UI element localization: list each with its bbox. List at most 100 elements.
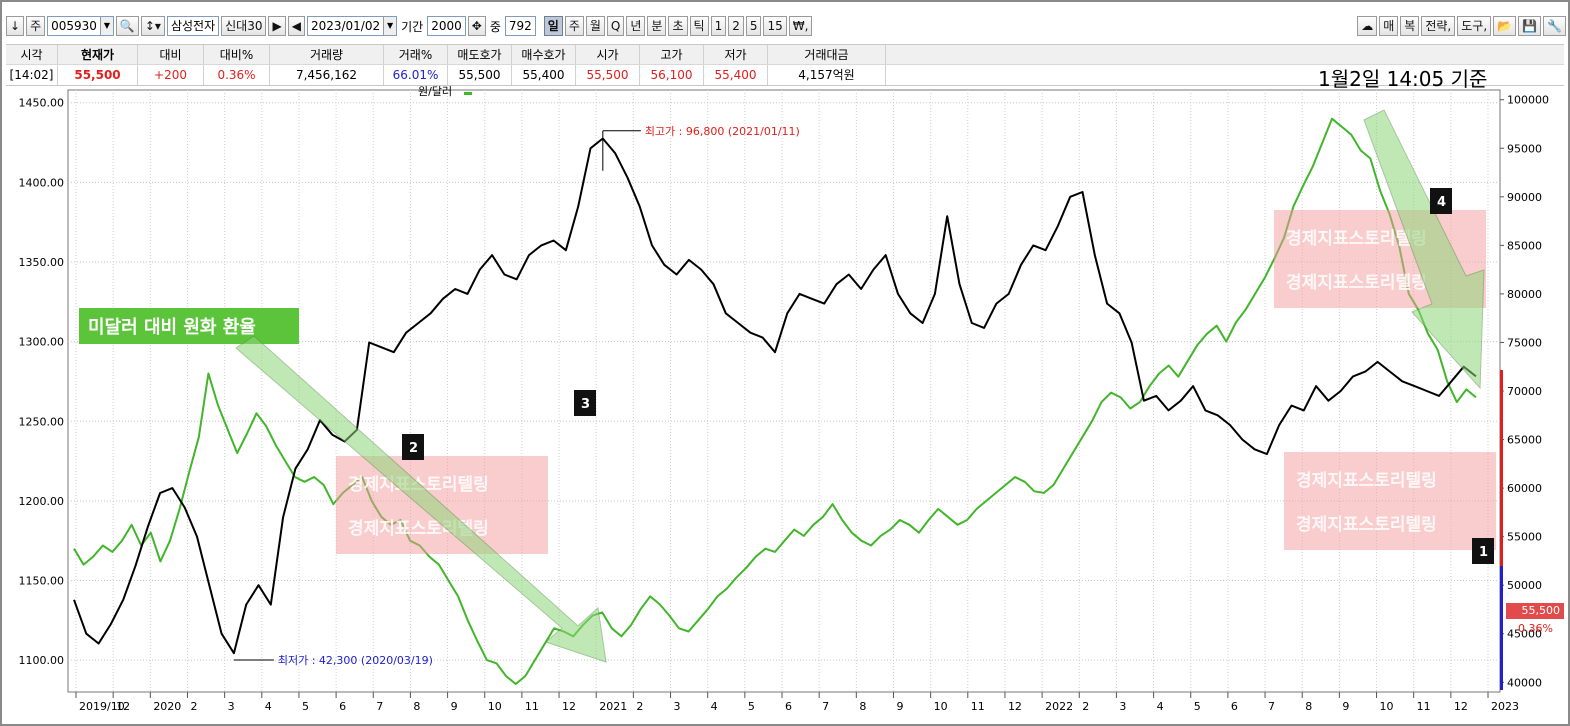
x-tick-36: 11 (1417, 700, 1431, 713)
chevron-down-icon[interactable]: ▼ (383, 17, 397, 35)
timeframe-8[interactable]: 1 (710, 16, 727, 36)
right-red-bar (1500, 370, 1503, 566)
timeframe-6[interactable]: 초 (668, 16, 688, 36)
search-icon[interactable]: 🔍 (115, 16, 139, 36)
quote-header-11: 거래대금 (768, 45, 886, 64)
timeframe-0[interactable]: 일 (543, 16, 563, 36)
high-price-label: 최고가 : 96,800 (2021/01/11) (645, 125, 800, 138)
quote-header-10: 저가 (704, 45, 768, 64)
quote-table: 시각 현재가 대비 대비% 거래량 거래% 매도호가 매수호가 시가 고가 저가 거래대금 [14:0… (6, 44, 1564, 86)
period-input-text: 2000 (431, 19, 462, 33)
credit-badge[interactable]: 신대30 (221, 16, 267, 36)
quote-value-1: 55,500 (58, 65, 138, 85)
stock-type-button[interactable]: 주 (26, 16, 46, 36)
quote-header-5: 거래% (384, 45, 448, 64)
x-tick-34: 9 (1342, 700, 1349, 713)
timeframe-3[interactable]: Q (606, 16, 625, 36)
x-tick-23: 10 (934, 700, 948, 713)
price-chart[interactable]: 1450.00 1400.00 1350.00 1300.00 1250.00 1200.… (6, 86, 1566, 722)
timeframe-5[interactable]: 분 (647, 16, 667, 36)
stock-name-field-text: 삼성전자 (170, 19, 216, 33)
back-button[interactable]: ◀ (287, 16, 305, 36)
x-tick-7: 6 (339, 700, 346, 713)
legend-swatch (464, 92, 472, 95)
quote-value-3: 0.36% (204, 65, 270, 85)
weight-input[interactable]: 792 (504, 16, 536, 36)
timeframe-9[interactable]: 2 (728, 16, 744, 36)
x-tick-0: 2019/10 (79, 700, 125, 713)
left-tick-4: 1250.00 (19, 415, 65, 428)
x-tick-27: 2 (1082, 700, 1089, 713)
x-tick-38: 2023 (1491, 700, 1519, 713)
chevron-down-icon[interactable]: ▼ (99, 17, 113, 35)
chart-area[interactable]: 1450.00 1400.00 1350.00 1300.00 1250.00 1200.… (6, 86, 1566, 722)
timeframe-7[interactable]: 틱 (689, 16, 709, 36)
timeframe-4[interactable]: 년 (626, 16, 646, 36)
right-tick-2: 90000 (1507, 191, 1542, 204)
timeframe-11[interactable]: 15 (763, 16, 787, 36)
timeframe-12[interactable]: ₩, (788, 16, 813, 36)
x-tick-32: 7 (1268, 700, 1275, 713)
folder-icon[interactable]: 📂 (1493, 16, 1517, 36)
arrow-down-1 (235, 335, 607, 663)
strategy-button[interactable]: 전략, (1421, 16, 1456, 36)
cloud-icon[interactable]: ☁ (1357, 16, 1378, 36)
period-input[interactable]: 2000 (427, 16, 466, 36)
marker-box-0 (1472, 538, 1494, 564)
quote-value-10: 55,400 (704, 65, 768, 85)
x-tick-22: 9 (896, 700, 903, 713)
watermark-box-2 (1284, 452, 1496, 550)
copy-button[interactable]: 복 (1400, 16, 1420, 36)
left-tick-5: 1200.00 (19, 495, 65, 508)
watermark-text-2b: 경제지표스토리텔링 (1296, 515, 1437, 535)
x-tick-12: 11 (525, 700, 539, 713)
current-price-pct: 0.36% (1518, 622, 1553, 635)
x-tick-15: 2 (636, 700, 643, 713)
x-tick-26: 2022 (1045, 700, 1073, 713)
x-tick-17: 4 (711, 700, 718, 713)
stock-code-input[interactable]: 005930 ▼ (47, 16, 114, 36)
left-tick-3: 1300.00 (19, 336, 65, 349)
title-box-text: 미달러 대비 원화 환율 (88, 316, 256, 338)
timeframe-1[interactable]: 주 (564, 16, 584, 36)
buy-button[interactable]: 매 (1379, 16, 1399, 36)
toolbar: ↓ 주 005930 ▼ 🔍 ↕▾ 삼성전자 신대30 ▶ ◀ 2023/01/02 ▼ 기간 2000 ✥… (6, 14, 1566, 38)
scroll-down-button[interactable]: ↓ (6, 16, 25, 36)
series-line-1 (73, 137, 1477, 655)
x-tick-24: 11 (971, 700, 985, 713)
watermark-text-1b: 경제지표스토리텔링 (1286, 273, 1427, 293)
move-icon[interactable]: ✥ (467, 16, 486, 36)
x-tick-16: 3 (674, 700, 681, 713)
timeframe-10[interactable]: 5 (745, 16, 762, 36)
tools-button[interactable]: 도구, (1457, 16, 1492, 36)
quote-value-6: 55,500 (448, 65, 512, 85)
date-input-text: 2023/01/02 (310, 19, 381, 33)
current-price-box: 55,500 (1506, 603, 1564, 619)
right-tick-0: 100000 (1507, 94, 1549, 107)
play-button[interactable]: ▶ (268, 16, 286, 36)
right-tick-7: 65000 (1507, 434, 1542, 447)
legend-label: 원/달러 (418, 86, 452, 98)
timeframe-2[interactable]: 월 (585, 16, 605, 36)
marker-box-1 (402, 434, 424, 460)
stock-name-field[interactable]: 삼성전자 (166, 16, 220, 36)
right-tick-12: 40000 (1507, 676, 1542, 689)
date-input[interactable]: 2023/01/02 ▼ (306, 16, 398, 36)
right-tick-6: 70000 (1507, 385, 1542, 398)
weight-input-text: 792 (508, 19, 532, 33)
quote-header-0: 시각 (6, 45, 58, 64)
series-line-0 (73, 117, 1477, 685)
wrench-icon[interactable]: 🔧 (1543, 16, 1566, 36)
sort-button[interactable]: ↕▾ (140, 16, 165, 36)
save-icon[interactable]: 💾 (1518, 16, 1542, 36)
x-tick-4: 3 (228, 700, 235, 713)
x-tick-3: 2 (190, 700, 197, 713)
marker-1: 1 (1479, 545, 1488, 560)
quote-header-4: 거래량 (270, 45, 384, 64)
x-tick-8: 7 (376, 700, 383, 713)
watermark-text-1a: 경제지표스토리텔링 (1286, 229, 1427, 249)
left-tick-6: 1150.00 (19, 575, 65, 588)
quote-header-3: 대비% (204, 45, 270, 64)
x-tick-25: 12 (1008, 700, 1022, 713)
